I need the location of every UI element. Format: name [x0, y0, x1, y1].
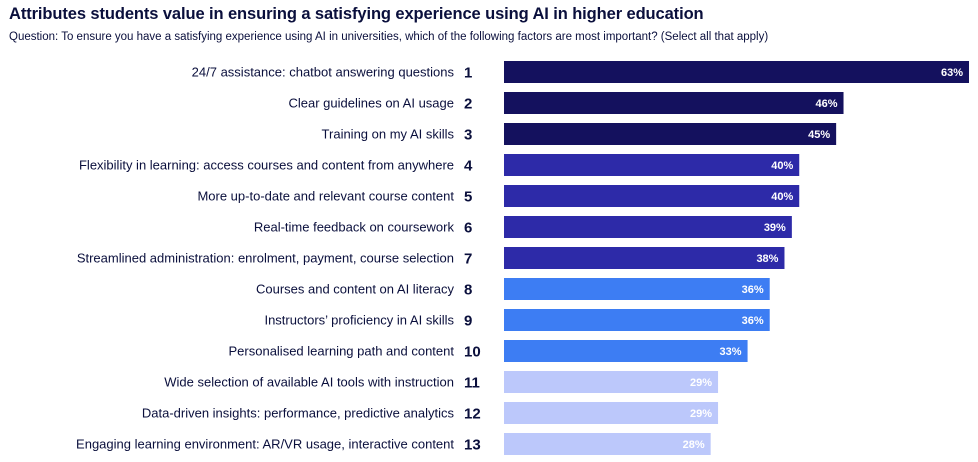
- category-label: Instructors’ proficiency in AI skills: [264, 313, 454, 328]
- rank-label: 13: [464, 437, 481, 454]
- category-label: Training on my AI skills: [322, 127, 455, 142]
- bar: [504, 123, 837, 145]
- rank-label: 9: [464, 313, 472, 330]
- rank-label: 7: [464, 251, 472, 268]
- category-label: Streamlined administration: enrolment, p…: [77, 251, 454, 266]
- value-label: 36%: [742, 315, 764, 327]
- value-label: 36%: [742, 284, 764, 296]
- bar: [504, 278, 770, 300]
- rank-label: 1: [464, 65, 472, 82]
- category-label: Clear guidelines on AI usage: [288, 96, 454, 111]
- value-label: 40%: [771, 191, 793, 203]
- rank-label: 10: [464, 344, 481, 361]
- rank-label: 4: [464, 158, 473, 175]
- value-label: 46%: [815, 98, 837, 110]
- bar: [504, 61, 969, 83]
- value-label: 28%: [683, 439, 705, 451]
- rank-label: 2: [464, 96, 472, 113]
- bar: [504, 433, 711, 455]
- value-label: 45%: [808, 129, 830, 141]
- rank-label: 3: [464, 127, 472, 144]
- bar: [504, 92, 844, 114]
- category-label: 24/7 assistance: chatbot answering quest…: [192, 65, 455, 80]
- value-label: 40%: [771, 160, 793, 172]
- bar: [504, 185, 800, 207]
- chart-title: Attributes students value in ensuring a …: [9, 5, 704, 23]
- category-label: More up-to-date and relevant course cont…: [197, 189, 454, 204]
- bar: [504, 216, 792, 238]
- rank-label: 6: [464, 220, 472, 237]
- bar: [504, 340, 748, 362]
- category-label: Engaging learning environment: AR/VR usa…: [76, 437, 454, 452]
- value-label: 33%: [720, 346, 742, 358]
- rank-label: 5: [464, 189, 472, 206]
- category-label: Personalised learning path and content: [229, 344, 455, 359]
- category-label: Flexibility in learning: access courses …: [79, 158, 454, 173]
- bar: [504, 247, 785, 269]
- rank-label: 11: [464, 375, 480, 392]
- category-label: Courses and content on AI literacy: [256, 282, 455, 297]
- category-label: Wide selection of available AI tools wit…: [164, 375, 454, 390]
- bar: [504, 309, 770, 331]
- bar: [504, 402, 719, 424]
- value-label: 39%: [764, 222, 786, 234]
- rank-label: 8: [464, 282, 472, 299]
- value-label: 63%: [941, 67, 963, 79]
- value-label: 38%: [756, 253, 778, 265]
- bar: [504, 371, 719, 393]
- rank-label: 12: [464, 406, 481, 423]
- category-label: Real-time feedback on coursework: [254, 220, 455, 235]
- category-label: Data-driven insights: performance, predi…: [142, 406, 455, 421]
- value-label: 29%: [690, 408, 712, 420]
- chart-subtitle: Question: To ensure you have a satisfyin…: [9, 31, 769, 43]
- bar: [504, 154, 800, 176]
- value-label: 29%: [690, 377, 712, 389]
